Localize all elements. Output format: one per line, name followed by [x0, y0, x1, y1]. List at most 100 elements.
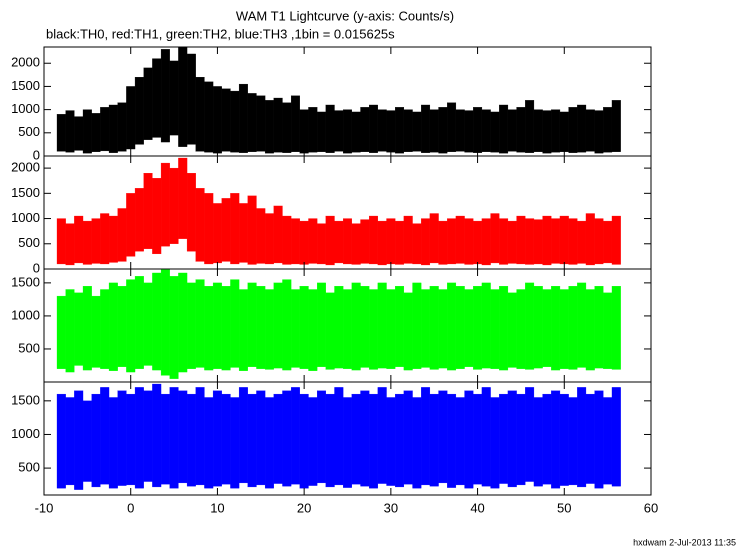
- range-bar: [603, 292, 613, 369]
- range-bar: [91, 295, 101, 368]
- range-bar: [186, 173, 196, 252]
- range-bar: [594, 390, 604, 489]
- range-bar: [56, 114, 66, 152]
- range-bar: [438, 390, 448, 484]
- range-bar: [377, 109, 387, 152]
- range-bar: [221, 88, 231, 152]
- range-bar: [464, 218, 474, 265]
- range-bar: [256, 390, 266, 486]
- range-bar: [221, 393, 231, 485]
- range-bar: [525, 218, 535, 265]
- y-tick-label: 1000: [11, 101, 40, 116]
- range-bar: [351, 393, 361, 485]
- range-bar: [343, 109, 352, 154]
- range-bar: [230, 193, 240, 265]
- range-bar: [421, 289, 431, 368]
- range-bar: [134, 76, 144, 145]
- range-bar: [74, 116, 84, 151]
- range-bar: [238, 83, 248, 153]
- range-bar: [256, 95, 266, 152]
- range-bar: [325, 292, 335, 370]
- range-bar: [247, 282, 257, 367]
- range-bar: [386, 397, 396, 486]
- range-bar: [169, 167, 179, 244]
- range-bar: [247, 93, 257, 152]
- range-bar: [117, 102, 127, 152]
- chart-subtitle: black:TH0, red:TH1, green:TH2, blue:TH3 …: [46, 26, 395, 41]
- range-bar: [91, 218, 101, 264]
- range-bar: [126, 193, 136, 257]
- range-bar: [117, 286, 127, 367]
- range-bar: [299, 286, 309, 369]
- range-bar: [559, 289, 569, 369]
- range-bar: [351, 223, 361, 265]
- range-bar: [455, 215, 465, 264]
- range-bar: [325, 393, 335, 488]
- range-bar: [343, 218, 352, 265]
- range-bar: [447, 393, 457, 488]
- range-bar: [447, 218, 457, 265]
- range-bar: [369, 289, 378, 370]
- range-bar: [516, 215, 526, 265]
- range-bar: [490, 397, 500, 489]
- x-tick-label: 0: [127, 500, 134, 515]
- range-bar: [74, 390, 84, 490]
- range-bar: [256, 208, 266, 264]
- range-bar: [282, 102, 292, 153]
- range-bar: [577, 220, 587, 264]
- range-bar: [438, 289, 448, 369]
- range-bar: [603, 397, 613, 485]
- chart-title: WAM T1 Lightcurve (y-axis: Counts/s): [236, 8, 454, 23]
- range-bar: [369, 393, 378, 489]
- range-bar: [91, 113, 101, 152]
- range-bar: [585, 109, 595, 152]
- y-tick-label: 1000: [11, 307, 40, 322]
- range-bar: [152, 383, 162, 488]
- range-bar: [490, 111, 500, 153]
- range-bar: [499, 393, 509, 484]
- range-bar: [490, 289, 500, 369]
- range-bar: [577, 282, 587, 368]
- x-tick-label: -10: [35, 500, 54, 515]
- range-bar: [178, 272, 188, 373]
- x-tick-label: 50: [557, 500, 571, 515]
- range-bar: [316, 223, 326, 265]
- range-bar: [412, 397, 422, 489]
- range-bar: [585, 393, 595, 484]
- y-tick-label: 500: [18, 460, 40, 475]
- range-bar: [455, 397, 465, 486]
- range-bar: [481, 387, 491, 487]
- range-bar: [290, 387, 300, 485]
- range-bar: [65, 397, 75, 486]
- y-tick-label: 0: [33, 147, 40, 162]
- range-bar: [290, 95, 300, 152]
- range-bar: [429, 393, 439, 487]
- range-bar: [525, 387, 535, 482]
- range-bar: [455, 286, 465, 369]
- range-bar: [516, 289, 526, 369]
- range-bar: [351, 282, 361, 371]
- range-bar: [603, 107, 613, 153]
- range-bar: [178, 157, 188, 239]
- range-bar: [533, 286, 543, 369]
- range-bar: [316, 282, 326, 367]
- range-bar: [134, 276, 144, 369]
- range-bar: [334, 387, 344, 486]
- range-bar: [74, 292, 84, 366]
- range-bar: [221, 198, 231, 262]
- range-bar: [160, 162, 170, 247]
- range-bar: [204, 193, 214, 265]
- range-bar: [403, 109, 413, 152]
- range-bar: [134, 188, 144, 252]
- range-bar: [594, 218, 604, 265]
- x-tick-label: 10: [210, 500, 224, 515]
- x-tick-label: 60: [644, 500, 658, 515]
- range-bar: [464, 289, 474, 367]
- range-bar: [325, 104, 335, 153]
- range-bar: [169, 60, 179, 136]
- range-bar: [525, 282, 535, 370]
- range-bar: [325, 215, 335, 266]
- range-bar: [238, 289, 248, 371]
- footer: hxdwam 2-Jul-2013 11:35: [633, 537, 736, 547]
- range-bar: [100, 387, 110, 485]
